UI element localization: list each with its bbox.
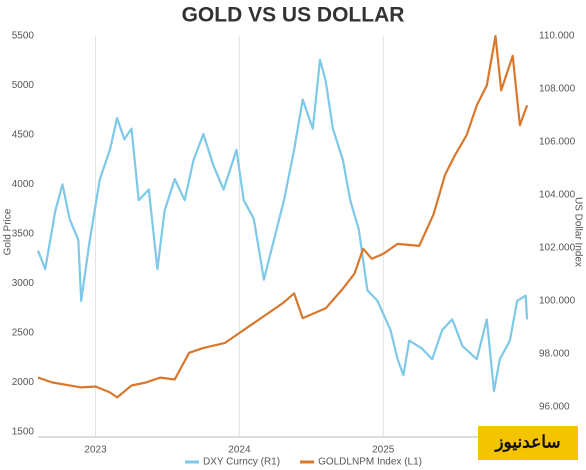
y-tick-label: 2000 xyxy=(12,377,35,388)
y-tick-label: 1500 xyxy=(12,427,35,438)
chart-title: GOLD VS US DOLLAR xyxy=(182,4,405,27)
x-tick-label: 2024 xyxy=(228,445,251,456)
y-axis-label: Gold Price xyxy=(3,208,14,255)
x-tick-label: 2025 xyxy=(372,445,395,456)
y-tick-label: 4000 xyxy=(12,179,35,190)
y2-tick-label: 98.000 xyxy=(539,349,570,360)
series-line xyxy=(36,58,529,392)
y2-tick-label: 96.000 xyxy=(539,401,570,412)
series-line xyxy=(37,34,529,399)
watermark: ساعدنیوز xyxy=(493,432,560,452)
y-tick-label: 5500 xyxy=(12,31,35,42)
y2-tick-label: 102.000 xyxy=(539,243,576,254)
x-tick-label: 2023 xyxy=(84,445,107,456)
y2-tick-label: 110.000 xyxy=(539,31,575,42)
y-tick-label: 3500 xyxy=(12,229,35,240)
y2-tick-label: 108.000 xyxy=(539,84,576,95)
y-tick-label: 3000 xyxy=(12,278,35,289)
y2-tick-label: 104.000 xyxy=(539,190,576,201)
y-tick-label: 2500 xyxy=(12,328,35,339)
y2-tick-label: 106.000 xyxy=(539,137,576,148)
y-tick-label: 4500 xyxy=(12,130,35,141)
y2-tick-label: 100.000 xyxy=(539,296,576,307)
y2-axis-label: US Dollar Index xyxy=(572,197,583,267)
watermark-box xyxy=(478,426,578,460)
legend-label: DXY Curncy (R1) xyxy=(203,457,280,468)
legend-label: GOLDLNPM Index (L1) xyxy=(318,457,422,468)
y-tick-label: 5000 xyxy=(12,80,35,91)
